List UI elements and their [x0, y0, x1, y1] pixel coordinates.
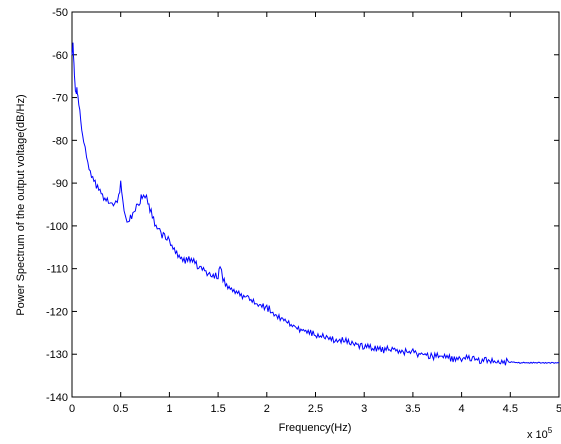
x-tick-label: 4 [459, 403, 465, 415]
x-tick-label: 4.5 [503, 403, 518, 415]
y-axis-ticks: -50 -60 -70 -80 -90 -100 -110 -120 -130 -140 [46, 7, 559, 404]
y-tick-label: -120 [46, 306, 68, 318]
x-multiplier-exponent: 5 [548, 426, 553, 435]
y-tick-label: -90 [52, 178, 68, 190]
series-group [71, 42, 560, 366]
y-tick-label: -110 [47, 264, 68, 276]
x-tick-label: 0 [69, 403, 75, 415]
y-tick-label: -50 [52, 7, 68, 19]
y-tick-label: -60 [52, 50, 68, 62]
y-tick-label: -100 [46, 221, 68, 233]
x-tick-label: 2 [264, 403, 270, 415]
y-tick-label: -140 [46, 392, 68, 404]
x-multiplier-label: x 105 [527, 426, 553, 441]
x-tick-label: 0.5 [113, 403, 128, 415]
x-axis-label: Frequency(Hz) [279, 422, 352, 434]
y-tick-label: -80 [52, 135, 68, 147]
y-tick-label: -130 [46, 349, 68, 361]
y-tick-label: -70 [52, 93, 68, 105]
x-tick-label: 1.5 [210, 403, 225, 415]
x-tick-label: 3.5 [405, 403, 420, 415]
x-tick-label: 5 [556, 403, 561, 415]
spectrum-line [71, 42, 560, 366]
x-axis-ticks: 0 0.5 1 1.5 2 2.5 3 3.5 4 4.5 5 [69, 12, 561, 415]
x-tick-label: 3 [361, 403, 367, 415]
x-multiplier-base: x 10 [527, 429, 548, 441]
x-tick-label: 2.5 [308, 403, 323, 415]
y-axis-label: Power Spectrum of the output voltage(dB/… [15, 94, 27, 315]
x-tick-label: 1 [166, 403, 172, 415]
plot-area [71, 11, 560, 398]
